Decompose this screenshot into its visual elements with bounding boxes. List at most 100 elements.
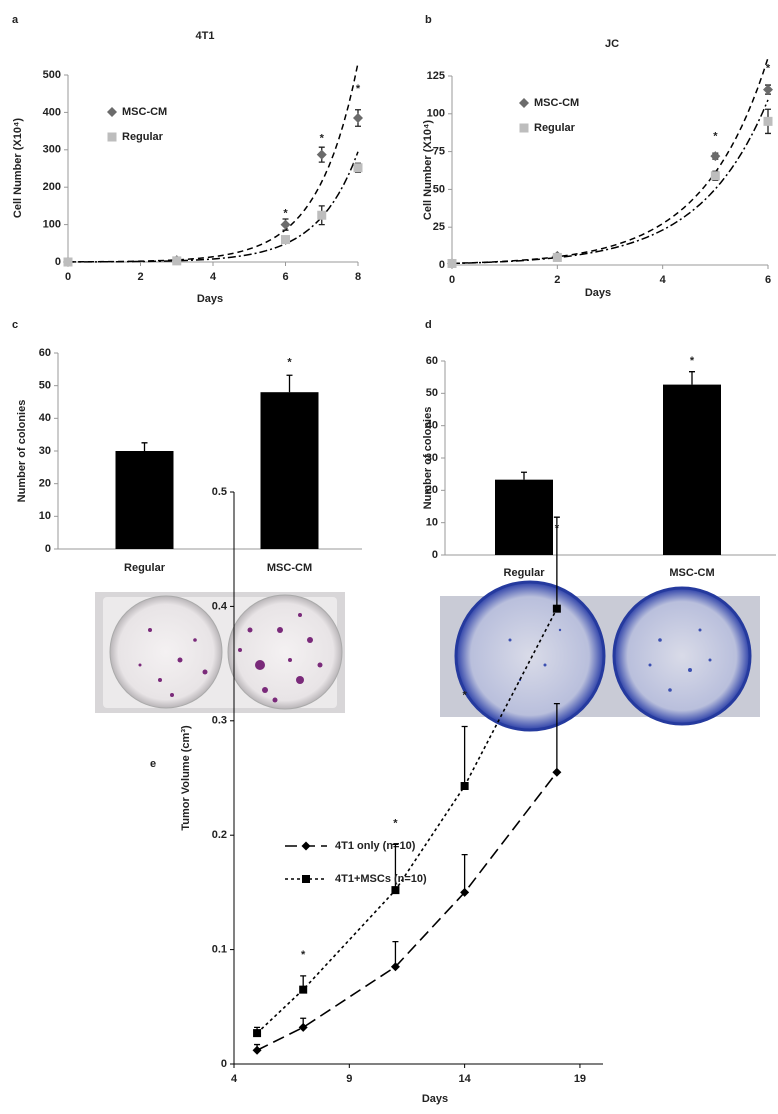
marker xyxy=(710,171,720,181)
legend-label: MSC-CM xyxy=(122,106,167,118)
error-bar xyxy=(392,843,399,891)
y-tick-label: 0 xyxy=(45,543,51,555)
panel-label: d xyxy=(425,319,432,331)
x-tick-label: 2 xyxy=(137,271,143,283)
marker xyxy=(299,985,308,994)
chart-title: JC xyxy=(605,38,619,50)
error-bar xyxy=(689,371,695,385)
x-tick-label: 6 xyxy=(765,274,771,286)
error-bar xyxy=(286,374,293,393)
error-bar xyxy=(553,516,560,609)
panel-label: a xyxy=(12,14,19,26)
y-tick-label: 300 xyxy=(43,144,61,156)
bar xyxy=(260,392,319,549)
bar xyxy=(495,479,553,555)
y-tick-label: 10 xyxy=(426,517,438,529)
y-axis-label: Number of colonies xyxy=(16,400,28,503)
marker xyxy=(710,151,721,162)
x-tick-label: Regular xyxy=(124,562,166,574)
marker xyxy=(298,1022,308,1032)
y-tick-label: 20 xyxy=(426,484,438,496)
y-tick-label: 0.1 xyxy=(212,944,227,956)
bar xyxy=(115,451,174,549)
y-tick-label: 0 xyxy=(221,1058,227,1070)
x-tick-label: 14 xyxy=(459,1073,472,1085)
error-bar xyxy=(461,853,468,893)
y-tick-label: 0 xyxy=(432,549,438,561)
trendline xyxy=(451,99,769,265)
marker xyxy=(172,256,182,266)
x-tick-label: 9 xyxy=(346,1073,352,1085)
y-tick-label: 20 xyxy=(39,478,51,490)
y-tick-label: 100 xyxy=(43,219,61,231)
bar xyxy=(663,384,721,555)
panel-label: b xyxy=(425,14,432,26)
marker xyxy=(763,84,773,95)
marker xyxy=(253,1029,262,1038)
marker xyxy=(552,604,561,613)
x-axis-label: Days xyxy=(197,293,223,305)
y-tick-label: 40 xyxy=(39,412,51,424)
y-tick-label: 0.3 xyxy=(212,715,227,727)
x-tick-label: 2 xyxy=(554,274,560,286)
legend-label: Regular xyxy=(534,122,576,134)
photo-4t1-colonies xyxy=(95,592,345,713)
x-tick-label: 8 xyxy=(355,271,361,283)
y-tick-label: 30 xyxy=(426,452,438,464)
y-tick-label: 400 xyxy=(43,106,61,118)
y-tick-label: 50 xyxy=(39,380,51,392)
significance-mark: * xyxy=(555,523,560,535)
marker xyxy=(107,132,117,142)
chart-title: 4T1 xyxy=(196,30,215,42)
significance-mark: * xyxy=(356,83,361,95)
significance-mark: * xyxy=(713,130,718,142)
trendline xyxy=(451,57,769,265)
x-tick-label: MSC-CM xyxy=(669,567,714,579)
marker xyxy=(302,875,310,883)
panel-label: c xyxy=(12,319,18,331)
y-tick-label: 125 xyxy=(427,70,445,82)
y-tick-label: 200 xyxy=(43,181,61,193)
y-axis-label: Cell Number (X10⁴) xyxy=(12,118,24,219)
x-tick-label: 6 xyxy=(282,271,288,283)
y-tick-label: 0.4 xyxy=(212,600,228,612)
marker xyxy=(317,210,327,220)
x-tick-label: MSC-CM xyxy=(267,562,312,574)
y-tick-label: 0 xyxy=(55,256,61,268)
y-axis-label: Number of colonies xyxy=(422,407,434,510)
significance-mark: * xyxy=(766,62,771,74)
error-bar xyxy=(521,471,527,480)
y-tick-label: 50 xyxy=(426,387,438,399)
x-tick-label: 0 xyxy=(65,271,71,283)
error-bar xyxy=(553,702,560,773)
x-tick-label: 4 xyxy=(231,1073,238,1085)
photo-jc-colonies xyxy=(440,580,760,732)
x-tick-label: 4 xyxy=(210,271,217,283)
x-tick-label: 19 xyxy=(574,1073,586,1085)
x-tick-label: Regular xyxy=(504,567,546,579)
y-tick-label: 75 xyxy=(433,146,445,158)
y-axis-label: Cell Number (X10⁴) xyxy=(422,120,434,221)
significance-mark: * xyxy=(393,818,398,830)
significance-mark: * xyxy=(283,207,288,219)
legend-label: 4T1 only (n=10) xyxy=(335,840,416,852)
y-tick-label: 30 xyxy=(39,445,51,457)
marker xyxy=(763,116,773,126)
marker xyxy=(353,163,363,173)
trendline xyxy=(67,151,359,263)
significance-mark: * xyxy=(287,357,292,369)
marker xyxy=(519,98,529,108)
y-tick-label: 25 xyxy=(433,221,445,233)
y-tick-label: 10 xyxy=(39,510,51,522)
marker xyxy=(281,235,290,245)
significance-mark: * xyxy=(301,949,306,961)
marker xyxy=(519,123,529,133)
y-tick-label: 0.5 xyxy=(212,486,227,498)
marker xyxy=(252,1045,262,1055)
trendline xyxy=(67,62,359,263)
marker xyxy=(552,252,562,262)
y-tick-label: 50 xyxy=(433,183,445,195)
marker xyxy=(390,962,400,972)
panel-label: e xyxy=(150,758,156,770)
